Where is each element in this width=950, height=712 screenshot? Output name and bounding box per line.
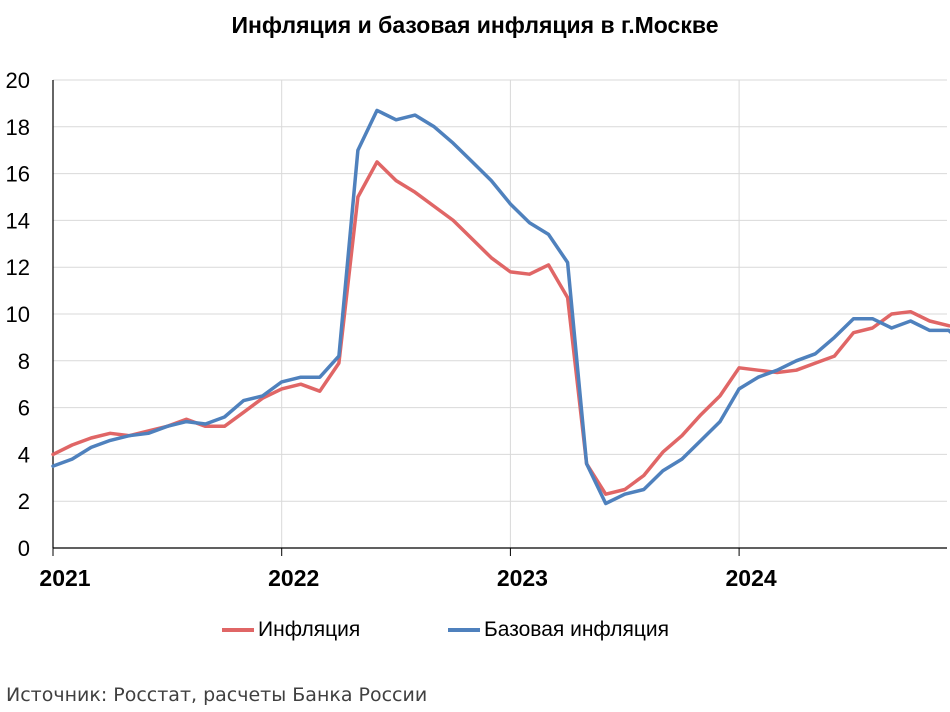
x-tick-label: 2023	[497, 565, 548, 591]
legend-item-inflation: Инфляция	[222, 618, 360, 642]
y-tick-label: 0	[18, 536, 30, 561]
legend-label-inflation: Инфляция	[258, 618, 361, 641]
y-tick-label: 10	[6, 302, 30, 327]
y-tick-label: 2	[18, 489, 30, 514]
y-tick-label: 12	[6, 255, 30, 280]
x-tick-label: 2021	[39, 565, 90, 591]
chart-title: Инфляция и базовая инфляция в г.Москве	[231, 12, 719, 38]
legend-swatch-inflation	[222, 628, 254, 632]
y-tick-label: 4	[18, 442, 30, 467]
series-line-core-inflation	[51, 108, 950, 506]
y-tick-label: 18	[6, 115, 30, 140]
legend: Инфляция Базовая инфляция	[0, 618, 950, 644]
legend-swatch-core-inflation	[448, 628, 480, 632]
series-line-inflation	[51, 160, 950, 496]
y-tick-labels: 0 2 4 6 8 10 12 14 16 18 20	[6, 68, 30, 561]
legend-label-core-inflation: Базовая инфляция	[484, 618, 670, 641]
y-tick-label: 8	[18, 349, 30, 374]
y-tick-label: 6	[18, 396, 30, 421]
y-tick-label: 20	[6, 68, 30, 93]
series-lines	[51, 108, 950, 506]
y-tick-label: 14	[6, 208, 30, 233]
x-tick-label: 2024	[726, 565, 777, 591]
x-tick-labels: 2021 2022 2023 2024	[39, 565, 776, 591]
source-note: Источник: Росстат, расчеты Банка России	[6, 684, 428, 706]
x-tick-label: 2022	[268, 565, 319, 591]
y-tick-label: 16	[6, 162, 30, 187]
axes	[52, 80, 947, 556]
legend-item-core-inflation: Базовая инфляция	[448, 618, 669, 642]
gridlines	[53, 79, 947, 548]
